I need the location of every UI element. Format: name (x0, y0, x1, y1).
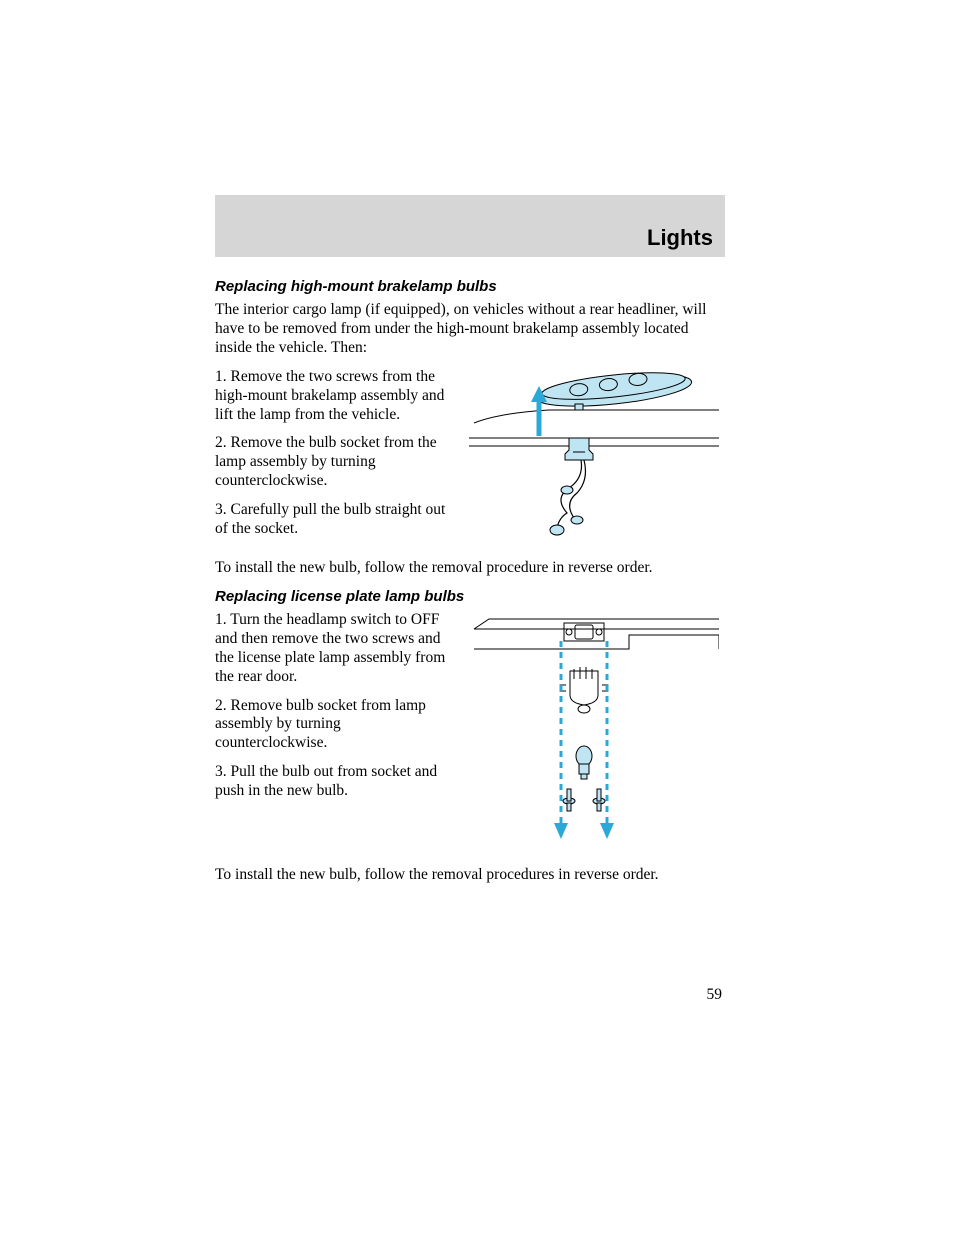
section2-closing: To install the new bulb, follow the remo… (215, 866, 725, 885)
license-plate-lamp-diagram (469, 611, 719, 851)
section2-step1: 1. Turn the headlamp switch to OFF and t… (215, 611, 455, 687)
section2-step2: 2. Remove bulb socket from lamp assembly… (215, 697, 455, 754)
chapter-header-band: Lights (215, 195, 725, 257)
brakelamp-diagram (469, 368, 719, 538)
section1-closing: To install the new bulb, follow the remo… (215, 559, 725, 578)
page-content: Replacing high-mount brakelamp bulbs The… (215, 278, 725, 895)
section1-heading: Replacing high-mount brakelamp bulbs (215, 278, 725, 295)
section2-figure-col (469, 611, 725, 856)
section2-heading: Replacing license plate lamp bulbs (215, 588, 725, 605)
page-number: 59 (707, 986, 723, 1004)
section1-step2: 2. Remove the bulb socket from the lamp … (215, 434, 455, 491)
section1-step1: 1. Remove the two screws from the high-m… (215, 368, 455, 425)
section1-steps-with-figure: 1. Remove the two screws from the high-m… (215, 368, 725, 549)
chapter-title: Lights (647, 225, 713, 251)
section1-step3: 3. Carefully pull the bulb straight out … (215, 501, 455, 539)
section2-step3: 3. Pull the bulb out from socket and pus… (215, 763, 455, 801)
section1-intro: The interior cargo lamp (if equipped), o… (215, 301, 725, 358)
section1-figure-col (469, 368, 725, 549)
section1-steps-col: 1. Remove the two screws from the high-m… (215, 368, 455, 549)
section2-steps-with-figure: 1. Turn the headlamp switch to OFF and t… (215, 611, 725, 856)
section2-steps-col: 1. Turn the headlamp switch to OFF and t… (215, 611, 455, 856)
